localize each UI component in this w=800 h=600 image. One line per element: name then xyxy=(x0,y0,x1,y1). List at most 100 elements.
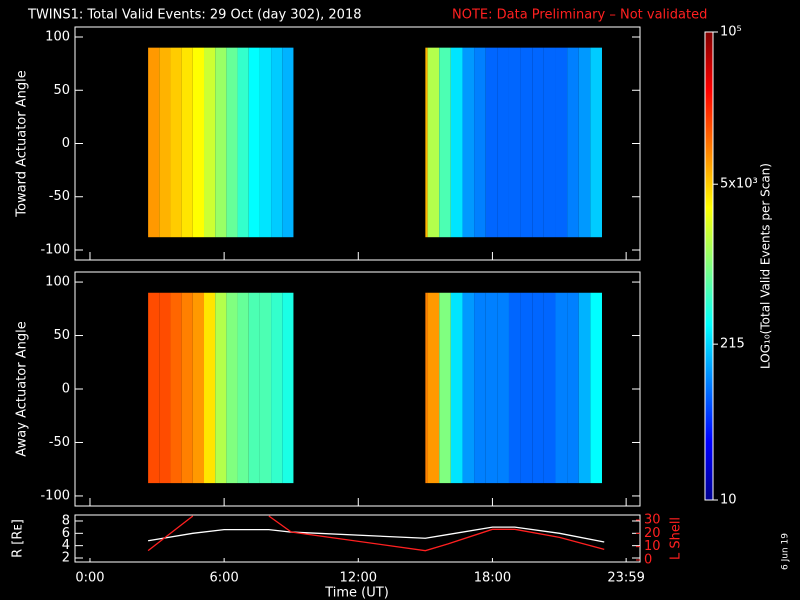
heatmap-cell xyxy=(543,47,556,238)
heatmap-cell xyxy=(226,292,238,484)
heatmap-cell xyxy=(192,292,205,484)
heatmap-cell xyxy=(181,47,193,238)
heatmap-cell xyxy=(248,47,260,238)
y-tick-label: 6 xyxy=(62,526,70,541)
heatmap-cell xyxy=(215,292,227,484)
y2-tick-label: 0 xyxy=(644,553,652,568)
heatmap-cell xyxy=(497,47,509,238)
heatmap-cell xyxy=(159,47,171,238)
line-series xyxy=(147,515,605,552)
heatmap-cell xyxy=(204,292,216,484)
heatmap-cell xyxy=(427,292,440,484)
heatmap-cell xyxy=(181,292,193,484)
heatmap-cell xyxy=(462,292,475,484)
y2-tick-label: 20 xyxy=(644,526,661,541)
line-series xyxy=(148,526,605,543)
heatmap-cell xyxy=(520,47,533,238)
heatmap-cell xyxy=(578,292,591,484)
y-tick-label: 8 xyxy=(62,513,70,528)
heatmap-cell xyxy=(590,47,602,238)
heatmap-cell xyxy=(532,292,544,484)
x-tick-label: 18:00 xyxy=(474,571,511,586)
colorbar-label: LOG₁₀(Total Valid Events per Scan) xyxy=(759,163,773,369)
heatmap-cell xyxy=(425,47,428,238)
heatmap-cell xyxy=(248,292,260,484)
plot-frame xyxy=(74,514,641,563)
heatmap-cell xyxy=(204,47,216,238)
heatmap-cell xyxy=(462,47,475,238)
heatmap-cell xyxy=(271,292,283,484)
heatmap-cell xyxy=(508,292,521,484)
heatmap-cell xyxy=(439,292,451,484)
heatmap-cell xyxy=(148,292,160,484)
heatmap-cell xyxy=(450,292,463,484)
heatmap-cell xyxy=(271,47,283,238)
chart-title: TWINS1: Total Valid Events: 29 Oct (day … xyxy=(27,8,362,23)
heatmap-cell xyxy=(170,292,182,484)
heatmap-cell xyxy=(170,47,182,238)
y-tick-label: -50 xyxy=(49,435,70,450)
colorbar xyxy=(704,31,714,501)
heatmap-cell xyxy=(237,292,249,484)
y-axis-label: Toward Actuator Angle xyxy=(15,70,30,217)
heatmap-cell xyxy=(192,47,205,238)
heatmap-cell xyxy=(159,292,171,484)
heatmap-cell xyxy=(555,47,568,238)
heatmap-cell xyxy=(259,47,272,238)
y-tick-label: 0 xyxy=(62,382,70,397)
y-tick-label: 4 xyxy=(62,538,70,553)
heatmap-cell xyxy=(520,292,533,484)
y-tick-label: 0 xyxy=(62,136,70,151)
heatmap-cell xyxy=(567,47,579,238)
y-tick-label: 50 xyxy=(53,328,70,343)
heatmap-cell xyxy=(497,292,509,484)
x-axis-label: Time (UT) xyxy=(324,586,389,600)
heatmap-cell xyxy=(532,47,544,238)
heatmap-cell xyxy=(259,292,272,484)
date-stamp: 6 Jun 19 xyxy=(781,533,791,570)
y-tick-label: -50 xyxy=(49,189,70,204)
heatmap-cell xyxy=(215,47,227,238)
y-tick-label: 50 xyxy=(53,83,70,98)
heatmap-cell xyxy=(425,292,428,484)
x-tick-label: 6:00 xyxy=(210,571,239,586)
y2-tick-label: 30 xyxy=(644,513,661,528)
colorbar-tick-label: 215 xyxy=(720,337,745,352)
y2-axis-label: L Shell xyxy=(669,517,684,560)
heatmap-cell xyxy=(450,47,463,238)
y-axis-label: R [Rᴇ] xyxy=(11,519,26,558)
heatmap-cell xyxy=(474,47,486,238)
heatmap-cell xyxy=(567,292,579,484)
y-tick-label: 2 xyxy=(62,550,70,565)
heatmap-cell xyxy=(590,292,602,484)
heatmap-cell xyxy=(555,292,568,484)
heatmap-cell xyxy=(485,47,498,238)
heatmap-cell xyxy=(282,292,294,484)
y-tick-label: -100 xyxy=(40,488,70,503)
colorbar-tick-label: 10 xyxy=(720,493,737,508)
heatmap-cell xyxy=(474,292,486,484)
heatmap-cell xyxy=(485,292,498,484)
y2-tick-label: 10 xyxy=(644,539,661,554)
heatmap-cell xyxy=(427,47,440,238)
heatmap-cell xyxy=(439,47,451,238)
y-tick-label: -100 xyxy=(40,242,70,257)
heatmap-cell xyxy=(508,47,521,238)
heatmap-cell xyxy=(237,47,249,238)
heatmap-cell xyxy=(226,47,238,238)
colorbar-tick-label: 5x10³ xyxy=(720,177,758,192)
heatmap-cell xyxy=(282,47,294,238)
heatmap-cell xyxy=(148,47,160,238)
x-tick-label: 0:00 xyxy=(75,571,104,586)
note: NOTE: Data Preliminary – Not validated xyxy=(452,8,707,23)
x-tick-label: 12:00 xyxy=(340,571,377,586)
y-tick-label: 100 xyxy=(45,275,70,290)
y-tick-label: 100 xyxy=(45,30,70,45)
colorbar-tick-label: 10⁵ xyxy=(720,25,742,40)
x-tick-label: 23:59 xyxy=(607,571,644,586)
heatmap-cell xyxy=(543,292,556,484)
heatmap-cell xyxy=(578,47,591,238)
